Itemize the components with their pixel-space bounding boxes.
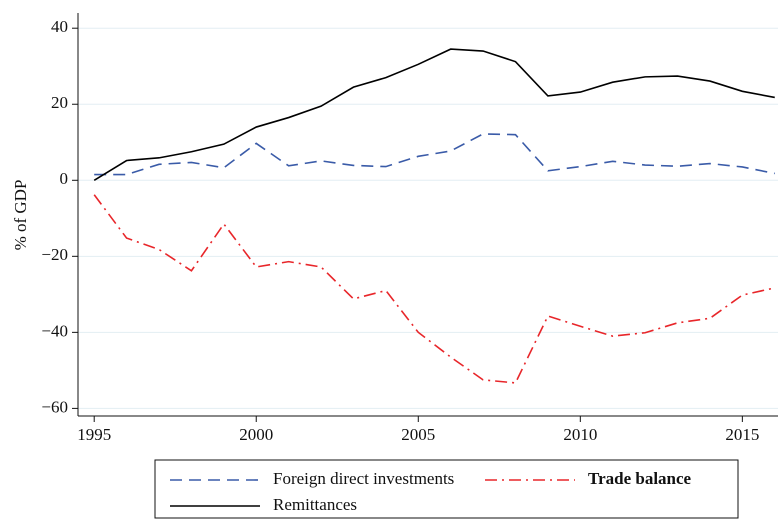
y-tick-label: −20	[41, 245, 68, 264]
x-tick-label: 2010	[563, 425, 597, 444]
y-axis-label: % of GDP	[11, 180, 30, 251]
x-tick-label: 1995	[77, 425, 111, 444]
x-tick-label: 2015	[725, 425, 759, 444]
series-line	[93, 48, 775, 181]
series-line	[93, 194, 775, 384]
y-tick-label: 20	[51, 93, 68, 112]
y-tick-label: −60	[41, 397, 68, 416]
y-tick-label: −40	[41, 321, 68, 340]
legend-label: Foreign direct investments	[273, 469, 454, 488]
legend-box	[154, 459, 739, 519]
legend-label: Trade balance	[588, 469, 692, 488]
series-line	[94, 133, 775, 176]
legend-label: Remittances	[273, 495, 357, 514]
y-tick-label: 0	[60, 169, 69, 188]
y-tick-label: 40	[51, 17, 68, 36]
x-tick-label: 2000	[239, 425, 273, 444]
x-tick-label: 2005	[401, 425, 435, 444]
